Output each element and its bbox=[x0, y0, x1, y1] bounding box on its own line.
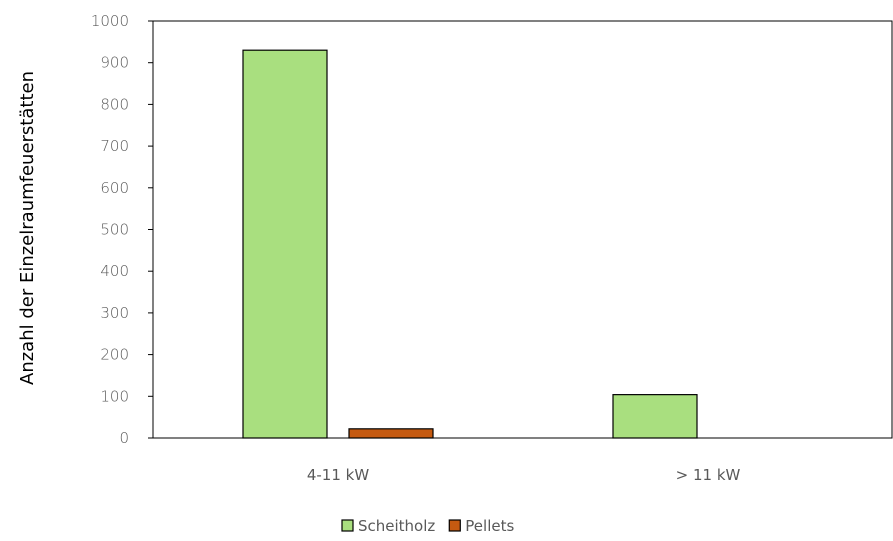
y-tick-label: 200 bbox=[100, 346, 129, 364]
y-tick-label: 300 bbox=[100, 304, 129, 322]
y-tick-label: 700 bbox=[100, 137, 129, 155]
bar-scheitholz-2 bbox=[612, 394, 698, 439]
y-tick-label: 1000 bbox=[91, 12, 129, 30]
y-tick-label: 500 bbox=[100, 221, 129, 239]
y-tick-label: 900 bbox=[100, 54, 129, 72]
legend-swatch-pellets bbox=[448, 519, 461, 532]
x-category-label: 4-11 kW bbox=[307, 466, 369, 484]
legend-swatch-scheitholz bbox=[341, 519, 354, 532]
y-tick-label: 400 bbox=[100, 262, 129, 280]
plot-area-frame bbox=[152, 20, 893, 439]
legend-label-scheitholz: Scheitholz bbox=[358, 517, 435, 535]
x-category-label: > 11 kW bbox=[676, 466, 741, 484]
y-tick-label: 800 bbox=[100, 95, 129, 113]
bar-scheitholz-1 bbox=[242, 49, 328, 439]
legend-label-pellets: Pellets bbox=[465, 517, 514, 535]
bar-pellets-1 bbox=[348, 428, 434, 439]
y-tick-label: 0 bbox=[119, 429, 129, 447]
y-tick-label: 100 bbox=[100, 387, 129, 405]
y-axis-label: Anzahl der Einzelraumfeuerstätten bbox=[17, 71, 38, 385]
y-tick-label: 600 bbox=[100, 179, 129, 197]
